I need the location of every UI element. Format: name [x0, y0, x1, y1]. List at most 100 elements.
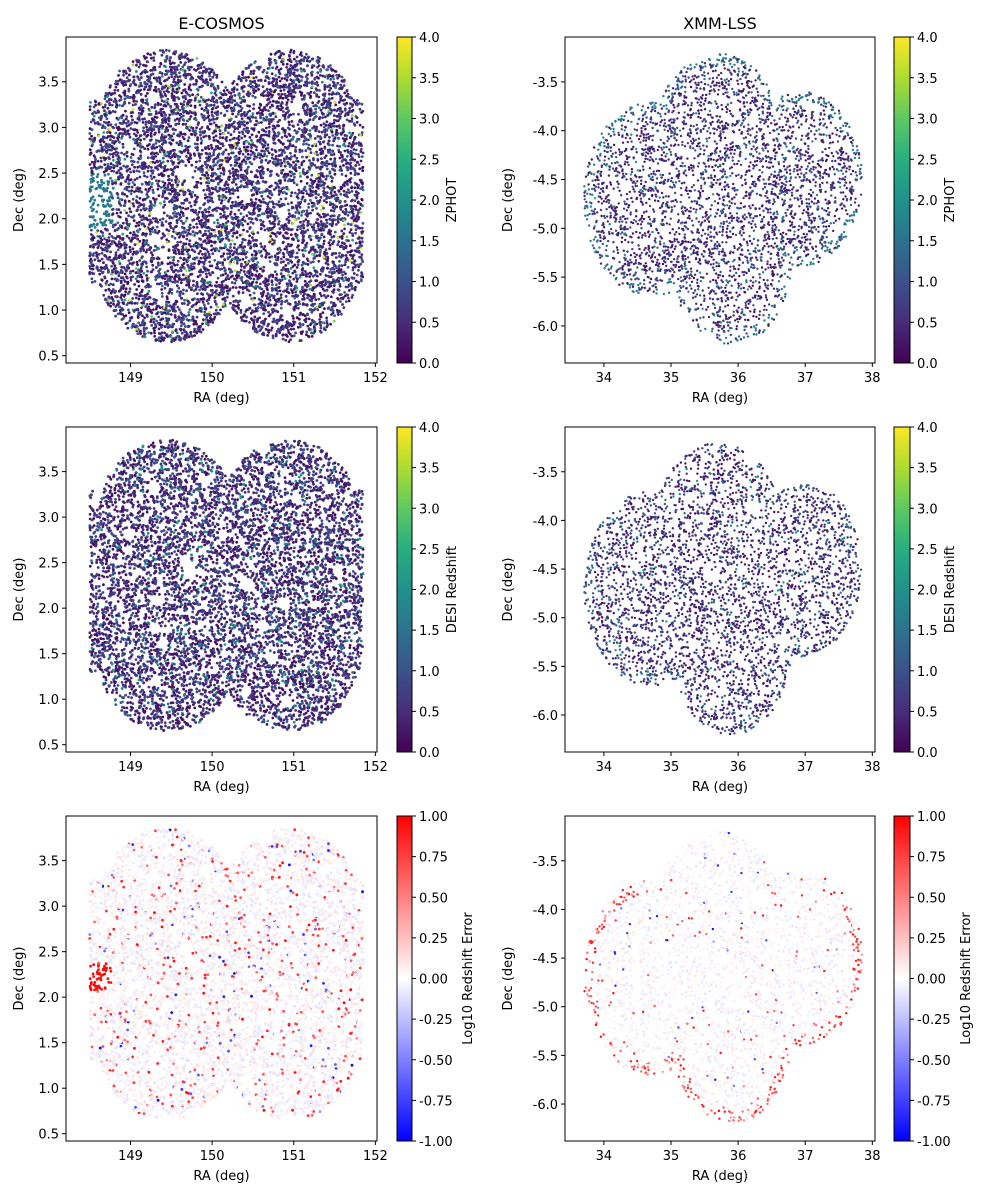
data-point: [221, 261, 225, 265]
data-point: [275, 322, 279, 325]
data-point: [240, 117, 244, 121]
data-point: [132, 230, 136, 234]
data-point: [307, 317, 311, 321]
data-point: [181, 68, 184, 72]
data-point: [339, 192, 343, 196]
data-point: [133, 178, 137, 182]
data-point: [358, 241, 362, 245]
data-point: [133, 183, 137, 187]
data-point: [273, 239, 276, 243]
data-point: [134, 103, 138, 106]
data-point: [346, 150, 350, 154]
data-point: [231, 151, 235, 155]
data-point: [191, 129, 195, 133]
data-point: [114, 314, 117, 318]
data-point: [222, 187, 226, 191]
data-point: [325, 200, 328, 204]
data-point: [124, 322, 128, 326]
data-point: [235, 231, 239, 235]
data-point: [337, 271, 341, 275]
data-point: [164, 220, 168, 223]
data-point: [200, 224, 204, 227]
data-point: [350, 186, 353, 190]
data-point: [233, 281, 237, 285]
data-point: [222, 132, 226, 136]
data-point: [146, 269, 149, 273]
data-point: [275, 258, 278, 262]
data-point: [100, 115, 104, 118]
data-point: [158, 65, 162, 69]
data-point: [265, 294, 268, 298]
data-point: [219, 231, 223, 235]
data-point: [118, 140, 121, 144]
data-point: [306, 77, 309, 81]
data-point: [135, 141, 139, 145]
data-point: [123, 208, 127, 212]
data-point: [325, 167, 329, 171]
data-point: [216, 182, 220, 186]
data-point: [153, 161, 157, 165]
data-point: [235, 256, 239, 259]
data-point: [249, 119, 253, 123]
data-point: [329, 218, 333, 222]
data-point: [92, 118, 96, 122]
data-point: [332, 81, 336, 85]
data-point: [164, 303, 168, 306]
data-point: [271, 205, 275, 209]
data-point: [96, 109, 100, 113]
data-point: [271, 221, 275, 224]
data-point: [270, 326, 274, 330]
data-point: [220, 80, 224, 84]
data-point: [296, 245, 299, 249]
data-point: [189, 115, 193, 118]
data-point: [240, 136, 244, 140]
data-point: [242, 142, 246, 146]
data-point: [88, 132, 92, 135]
data-point: [319, 208, 323, 212]
data-point: [351, 293, 354, 297]
data-point: [319, 123, 323, 127]
data-point: [161, 50, 165, 54]
data-point: [177, 84, 180, 87]
data-point: [244, 319, 248, 323]
data-point: [267, 122, 271, 126]
data-point: [230, 101, 234, 104]
data-point: [319, 248, 322, 252]
data-point: [234, 269, 237, 273]
data-point: [170, 83, 173, 87]
data-point: [153, 203, 157, 207]
data-point: [115, 208, 119, 211]
data-point: [137, 280, 140, 283]
data-point: [138, 294, 141, 298]
data-point: [320, 246, 324, 249]
data-point: [298, 86, 302, 90]
data-point: [219, 201, 223, 205]
data-point: [136, 316, 140, 319]
data-point: [175, 108, 179, 112]
data-point: [136, 75, 140, 78]
data-point: [133, 243, 137, 247]
data-point: [184, 258, 188, 262]
data-point: [353, 199, 357, 203]
data-point: [289, 194, 293, 198]
data-point: [286, 139, 290, 143]
data-point: [282, 203, 286, 207]
data-point: [245, 285, 249, 288]
data-point: [104, 228, 108, 232]
data-point: [182, 258, 186, 261]
data-point: [336, 81, 340, 85]
data-point: [282, 253, 286, 256]
data-point: [340, 312, 343, 316]
data-point: [311, 208, 314, 212]
data-point: [278, 72, 282, 76]
data-point: [181, 65, 185, 69]
data-point: [109, 221, 112, 224]
data-point: [137, 65, 141, 69]
data-point: [184, 325, 187, 328]
data-point: [141, 109, 145, 113]
data-point: [304, 262, 308, 266]
data-point: [198, 159, 202, 163]
data-point: [162, 184, 166, 187]
data-point: [343, 91, 347, 95]
data-point: [267, 109, 270, 112]
